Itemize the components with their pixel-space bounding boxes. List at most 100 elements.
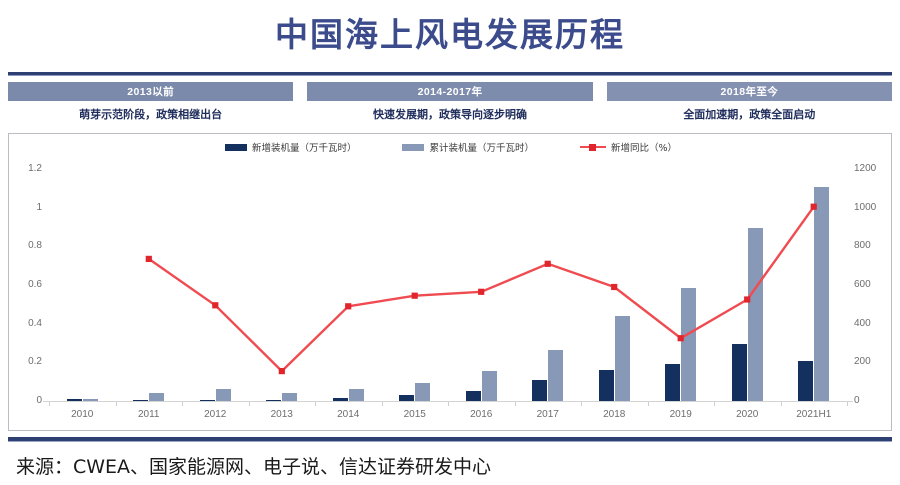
plot-area: 0 0.2 0.4 0.6 0.8 1 1.2 0 200 400 600 800 1000 1200 … xyxy=(28,164,876,421)
legend-item-new-capacity: 新增装机量（万千瓦时） xyxy=(224,140,357,154)
x-axis-tickmark xyxy=(182,402,183,406)
x-axis-tickmark xyxy=(847,402,848,406)
phase-item-1: 2013以前 萌芽示范阶段，政策相继出台 xyxy=(8,82,294,128)
bar-cumulative-capacity xyxy=(548,349,564,402)
x-axis-label: 2016 xyxy=(470,409,493,420)
x-axis-tickmark xyxy=(381,402,383,406)
legend-label-new-capacity: 新增装机量（万千瓦时） xyxy=(251,143,357,154)
x-axis-label: 2011 xyxy=(137,409,160,420)
bar-cumulative-capacity xyxy=(282,393,298,402)
x-axis-label: 2015 xyxy=(403,409,426,420)
y-axis-right-tick: 200 xyxy=(854,356,871,368)
bar-cumulative-capacity xyxy=(481,371,497,402)
y-axis-left-tick: 0.4 xyxy=(28,317,42,329)
x-axis-tickmark xyxy=(248,402,250,406)
bottom-divider-rule xyxy=(8,437,892,441)
yoy-data-point-marker xyxy=(478,288,485,295)
page-title: 中国海上风电发展历程 xyxy=(275,15,625,54)
x-axis-tickmark xyxy=(448,402,449,406)
source-note: 来源：CWEA、国家能源网、电子说、信达证券研发中心 xyxy=(16,456,492,478)
yoy-line-series xyxy=(145,203,817,375)
x-axis-label: 2019 xyxy=(669,409,692,420)
x-axis-label: 2012 xyxy=(204,409,227,420)
bar-new-capacity xyxy=(465,391,481,402)
legend-label-yoy-growth: 新增同比（%） xyxy=(611,143,678,154)
x-axis-tickmark xyxy=(49,402,50,406)
top-divider-rule xyxy=(8,72,892,75)
yoy-data-point-marker xyxy=(810,203,817,210)
y-axis-right-tick: 800 xyxy=(854,240,871,252)
yoy-data-point-marker xyxy=(345,303,352,310)
legend-line-yoy-growth xyxy=(580,143,606,151)
bar-cumulative-capacity xyxy=(415,382,431,402)
bar-new-capacity xyxy=(798,361,814,402)
x-axis-label: 2014 xyxy=(337,409,360,420)
phase-description-1: 萌芽示范阶段，政策相继出台 xyxy=(79,108,223,121)
legend-label-cumulative-capacity: 累计装机量（万千瓦时） xyxy=(429,143,534,154)
yoy-data-point-marker xyxy=(744,296,751,303)
y-axis-right-tick: 600 xyxy=(854,279,871,290)
y-axis-left-tick: 0.8 xyxy=(28,240,42,252)
bar-group xyxy=(781,187,848,402)
phase-item-3: 2018年至今 全面加速期，政策全面启动 xyxy=(606,82,892,128)
x-axis-tickmark xyxy=(647,402,649,406)
x-axis-label: 2020 xyxy=(736,409,759,420)
phase-period-label-1: 2013以前 xyxy=(8,82,294,101)
yoy-data-point-marker xyxy=(677,335,684,342)
bar-group xyxy=(648,287,715,402)
x-axis-tickmark xyxy=(315,402,316,406)
y-axis-right-tick: 1200 xyxy=(854,163,877,174)
bar-group xyxy=(382,382,449,402)
timeline-phase-strip: 2013以前 萌芽示范阶段，政策相继出台 2014-2017年 快速发展期，政策… xyxy=(8,82,892,128)
x-axis-tickmark xyxy=(115,402,117,406)
bar-group xyxy=(714,228,781,402)
bar-new-capacity xyxy=(399,395,415,402)
yoy-data-point-marker xyxy=(411,292,418,299)
bar-new-capacity xyxy=(266,399,282,402)
x-axis-tickmark xyxy=(714,402,715,406)
phase-description-3: 全面加速期，政策全面启动 xyxy=(683,108,816,121)
bar-group xyxy=(116,393,183,402)
bar-group xyxy=(581,315,648,402)
legend-item-cumulative-capacity: 累计装机量（万千瓦时） xyxy=(402,140,534,154)
legend-swatch-new-capacity xyxy=(224,143,247,151)
phase-item-2: 2014-2017年 快速发展期，政策导向逐步明确 xyxy=(307,82,593,128)
bar-group xyxy=(448,371,515,402)
bar-cumulative-capacity xyxy=(814,187,830,402)
x-axis-baseline xyxy=(43,401,853,402)
bar-cumulative-capacity xyxy=(82,399,98,402)
x-axis-tickmark xyxy=(780,402,782,406)
x-axis-label: 2018 xyxy=(603,409,626,420)
bar-group xyxy=(182,389,249,402)
yoy-data-point-marker xyxy=(145,255,152,262)
phase-period-label-3: 2018年至今 xyxy=(606,82,892,101)
bar-cumulative-capacity xyxy=(149,393,165,402)
bar-new-capacity xyxy=(199,399,215,402)
bar-cumulative-capacity xyxy=(681,287,697,402)
y-axis-left-tick: 1 xyxy=(36,201,42,213)
yoy-data-point-marker xyxy=(278,368,285,375)
x-axis-tickmark xyxy=(581,402,582,406)
bar-new-capacity xyxy=(665,364,681,402)
x-axis-label: 2010 xyxy=(71,409,94,420)
bar-new-capacity xyxy=(133,399,149,402)
legend-item-yoy-growth: 新增同比（%） xyxy=(580,140,677,154)
bar-new-capacity xyxy=(66,399,82,402)
y-axis-left-tick: 0 xyxy=(36,395,42,406)
y-axis-right-tick: 1000 xyxy=(854,201,877,213)
x-axis-label: 2021H1 xyxy=(796,409,832,420)
x-axis-label: 2017 xyxy=(536,409,559,420)
bar-group xyxy=(49,399,116,402)
legend-swatch-cumulative-capacity xyxy=(402,143,425,151)
bar-group xyxy=(315,389,382,402)
chart-legend: 新增装机量（万千瓦时） 累计装机量（万千瓦时） 新增同比（%） xyxy=(9,140,893,154)
x-axis-tickmark xyxy=(514,402,516,406)
bar-cumulative-capacity xyxy=(614,315,630,402)
top-divider-rule-thin xyxy=(8,75,892,76)
yoy-data-point-marker xyxy=(611,283,618,291)
y-axis-left-tick: 0.2 xyxy=(28,356,42,368)
y-axis-right-tick: 400 xyxy=(854,317,871,329)
bar-cumulative-capacity xyxy=(215,389,231,402)
y-axis-left-tick: 0.6 xyxy=(28,279,42,290)
bar-new-capacity xyxy=(598,370,614,402)
